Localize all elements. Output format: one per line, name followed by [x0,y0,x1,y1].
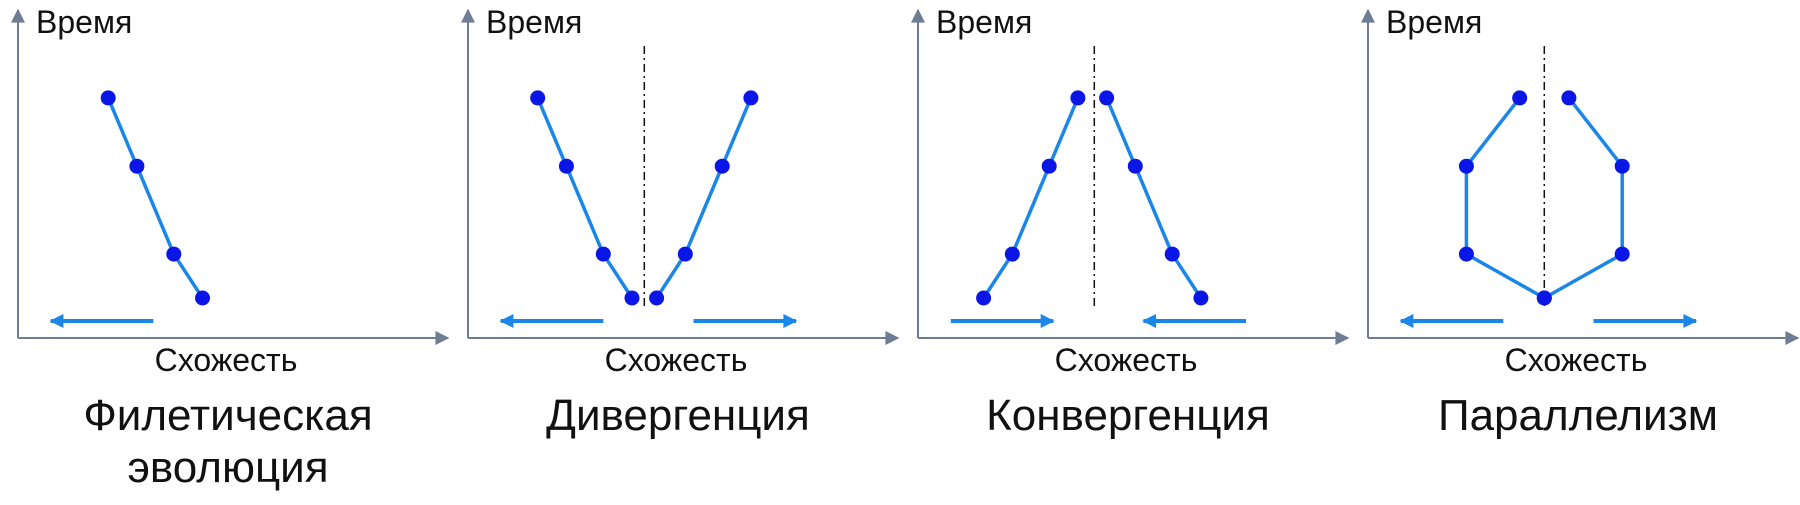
panel-3-lineage-2-point-4 [1193,290,1209,306]
panel-3-lineage-1-point-1 [976,290,992,306]
panel-4-lineage-2-point-1 [1536,290,1552,306]
panel-1-title-line-1: Филетическая [83,391,373,440]
panel-1-x-axis-label: Схожесть [154,342,298,378]
panel-1-lineage-1-point-1 [100,90,116,106]
panel-3-lineage-1-point-4 [1070,90,1086,106]
panel-2-lineage-2-point-4 [743,90,759,106]
panel-3-lineage-1-line [982,97,1080,299]
panel-2-title: Дивергенция [468,390,888,442]
panel-1-y-axis-label: Время [36,4,133,40]
panel-2-lineage-2-point-1 [649,290,665,306]
panel-3-lineage-1-point-2 [1004,246,1020,262]
panel-4-lineage-2-point-2 [1614,246,1630,262]
panel-1-lineage-1-point-2 [129,158,145,174]
panel-2-lineage-1-point-1 [530,90,546,106]
panel-4-title-line-1: Параллелизм [1437,391,1719,440]
panel-2-lineage-1-point-3 [595,246,611,262]
panel-1-title-line-2: эволюция [127,443,329,492]
panel-3-x-axis-label: Схожесть [1054,342,1198,378]
panel-4-lineage-1-line [1464,96,1546,300]
panel-4-lineage-2-point-4 [1561,90,1577,106]
panel-4-x-axis-label: Схожесть [1504,342,1648,378]
panel-4-y-axis-label: Время [1386,4,1483,40]
panel-3-y-axis-label: Время [936,4,1033,40]
panel-1-lineage-1-point-4 [195,290,210,306]
panel-3-lineage-2-point-3 [1164,246,1180,262]
panel-2-lineage-2-point-3 [714,158,730,174]
panel-1-title: Филетическая эволюция [18,390,438,494]
panel-4-title: Параллелизм [1368,390,1788,442]
panel-4-lineage-1-point-2 [1458,246,1474,262]
panel-3-lineage-1-point-3 [1041,158,1057,174]
panel-1-lineage-1-line [106,97,204,299]
panel-4-lineage-1-point-3 [1458,158,1474,174]
panel-3-lineage-2-line [1104,97,1203,299]
panel-2-lineage-1-point-4 [624,290,640,306]
panel-3-lineage-2-point-2 [1127,158,1143,174]
panel-4-lineage-1-point-4 [1512,90,1528,106]
panel-4-lineage-2-point-3 [1614,158,1630,174]
panel-2-lineage-1-point-2 [558,158,574,174]
panel-2-lineage-1-line [536,97,634,299]
panel-2-lineage-2-line [655,97,753,299]
panel-3-title: Конвергенция [918,390,1338,442]
panel-2-lineage-2-point-2 [677,246,693,262]
panel-3-title-line-1: Конвергенция [986,391,1270,440]
panel-2-y-axis-label: Время [486,4,583,40]
panel-4-lineage-2-line [1543,96,1624,300]
panel-2-title-line-1: Дивергенция [546,391,810,440]
panel-2-x-axis-label: Схожесть [604,342,748,378]
panel-1-lineage-1-point-3 [166,246,182,262]
panel-3-lineage-2-point-1 [1099,90,1115,106]
